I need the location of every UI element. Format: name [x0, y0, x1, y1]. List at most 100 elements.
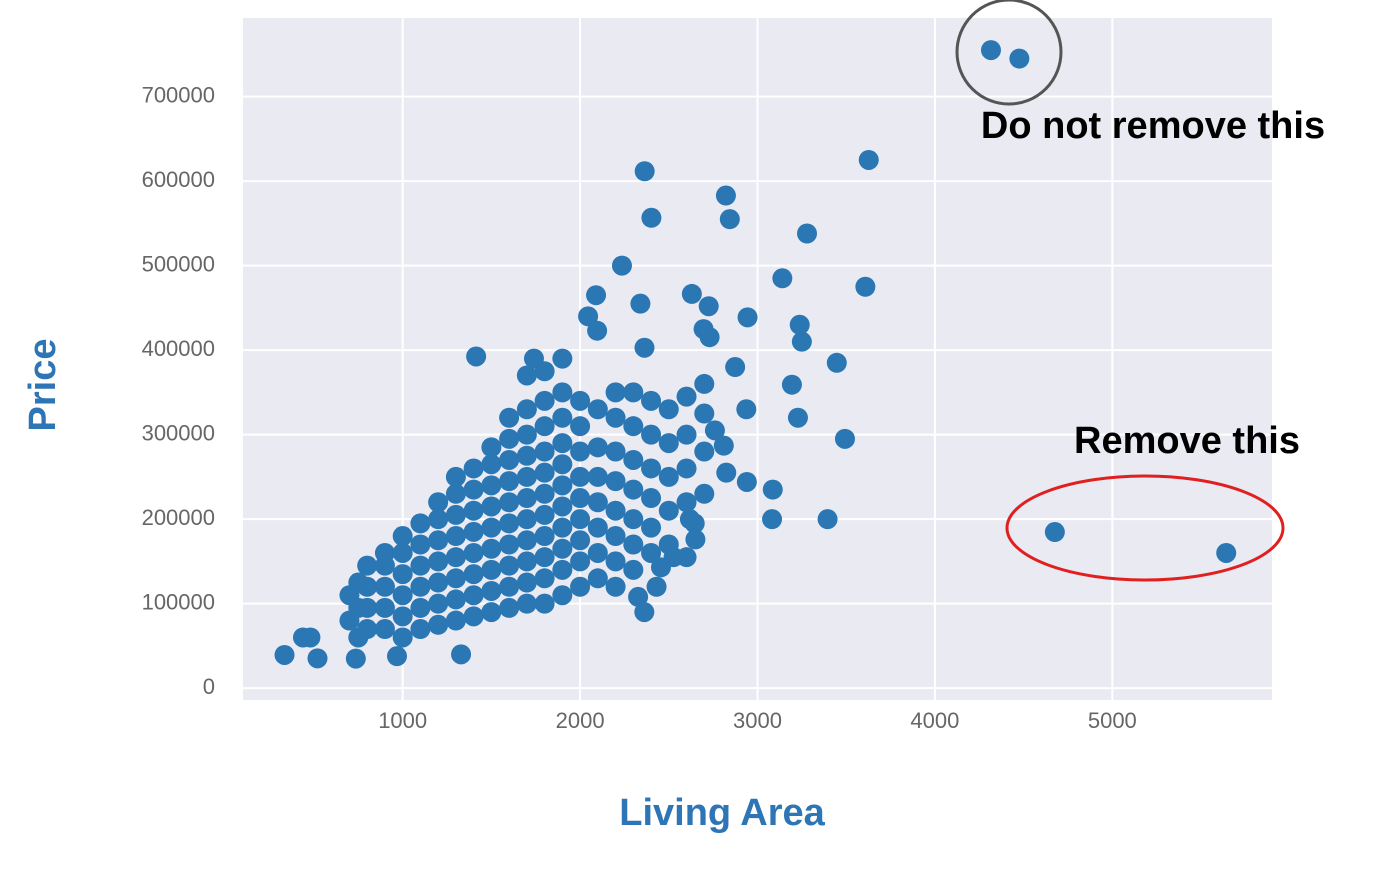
point: [781, 374, 802, 395]
point: [499, 576, 520, 597]
point: [552, 454, 573, 475]
point: [374, 542, 395, 563]
point: [605, 500, 626, 521]
point: [516, 365, 537, 386]
point: [410, 576, 431, 597]
point: [646, 576, 667, 597]
y-tick-label: 700000: [142, 82, 215, 107]
point: [451, 644, 472, 665]
point: [463, 479, 484, 500]
point: [410, 597, 431, 618]
point: [826, 352, 847, 373]
points: [274, 40, 1237, 669]
point: [357, 597, 378, 618]
point: [1009, 48, 1030, 69]
point: [587, 437, 608, 458]
point: [499, 471, 520, 492]
point: [817, 509, 838, 530]
point: [658, 500, 679, 521]
point: [623, 534, 644, 555]
point: [623, 479, 644, 500]
point: [587, 517, 608, 538]
point: [623, 382, 644, 403]
point: [466, 346, 487, 367]
point: [481, 580, 502, 601]
point: [623, 449, 644, 470]
point: [570, 530, 591, 551]
y-tick-label: 300000: [142, 420, 215, 445]
point: [534, 504, 555, 525]
point: [481, 559, 502, 580]
point: [552, 585, 573, 606]
point: [736, 471, 757, 492]
x-tick-label: 5000: [1088, 708, 1137, 733]
point: [552, 407, 573, 428]
point: [634, 602, 655, 623]
point: [634, 337, 655, 358]
point: [499, 513, 520, 534]
point: [499, 555, 520, 576]
point: [428, 593, 449, 614]
point: [834, 428, 855, 449]
point: [605, 441, 626, 462]
point: [796, 223, 817, 244]
point: [552, 433, 573, 454]
point: [1216, 542, 1237, 563]
point: [516, 466, 537, 487]
point: [534, 441, 555, 462]
point: [428, 509, 449, 530]
point: [587, 320, 608, 341]
point: [445, 526, 466, 547]
y-tick-label: 0: [203, 674, 215, 699]
point: [587, 568, 608, 589]
point: [516, 509, 537, 530]
point: [713, 435, 734, 456]
annotation: Remove this: [1074, 420, 1300, 462]
point: [516, 530, 537, 551]
point: [410, 513, 431, 534]
point: [676, 458, 697, 479]
point: [410, 534, 431, 555]
point: [791, 331, 812, 352]
point: [570, 390, 591, 411]
point: [516, 445, 537, 466]
point: [570, 441, 591, 462]
point: [374, 576, 395, 597]
point: [516, 488, 537, 509]
point: [586, 285, 607, 306]
point: [445, 466, 466, 487]
point: [552, 382, 573, 403]
point: [704, 420, 725, 441]
point: [699, 327, 720, 348]
point: [658, 399, 679, 420]
point: [676, 386, 697, 407]
point: [499, 492, 520, 513]
point: [694, 373, 715, 394]
point: [694, 483, 715, 504]
point: [676, 492, 697, 513]
point: [410, 619, 431, 640]
point: [481, 454, 502, 475]
point: [445, 589, 466, 610]
point: [772, 268, 793, 289]
point: [762, 509, 783, 530]
point: [658, 534, 679, 555]
point: [694, 441, 715, 462]
point: [736, 399, 757, 420]
point: [676, 424, 697, 445]
point: [605, 551, 626, 572]
point: [623, 509, 644, 530]
point: [534, 483, 555, 504]
point: [516, 593, 537, 614]
point: [392, 606, 413, 627]
point: [307, 648, 328, 669]
point: [534, 390, 555, 411]
point: [357, 576, 378, 597]
x-tick-label: 3000: [733, 708, 782, 733]
point: [630, 293, 651, 314]
point: [516, 551, 537, 572]
point: [481, 538, 502, 559]
point: [641, 517, 662, 538]
point: [392, 542, 413, 563]
point: [552, 538, 573, 559]
